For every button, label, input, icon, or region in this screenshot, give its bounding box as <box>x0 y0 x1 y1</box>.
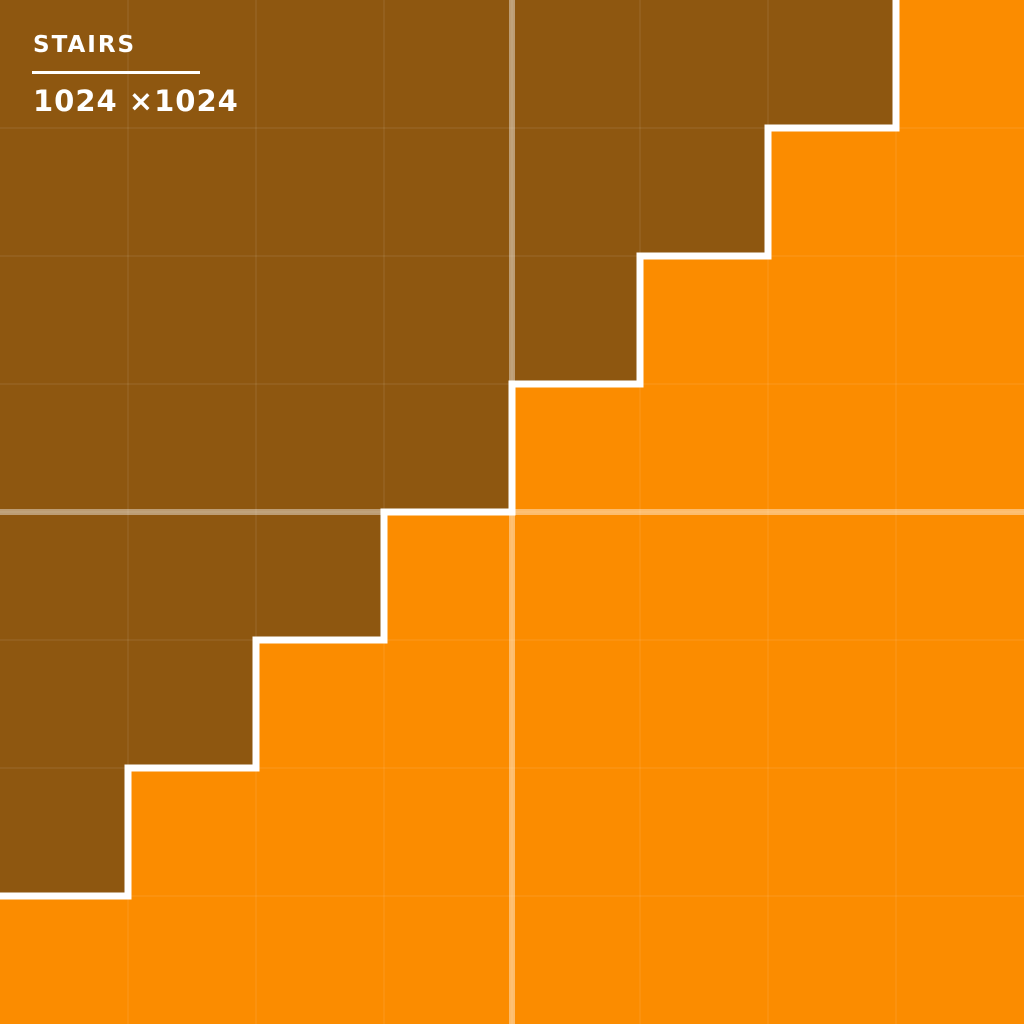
stair-edge-line <box>0 0 900 900</box>
title-block: STAIRS 1024 ×1024 <box>32 32 239 118</box>
title-underline <box>32 71 200 74</box>
dimensions-label: 1024 ×1024 <box>33 83 239 118</box>
page-title: STAIRS <box>33 32 137 58</box>
